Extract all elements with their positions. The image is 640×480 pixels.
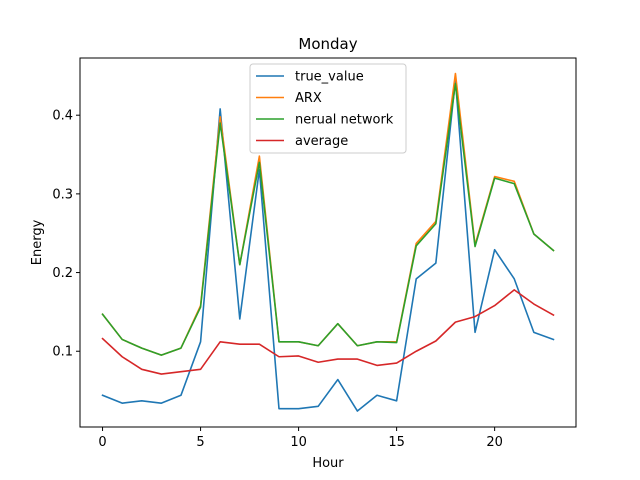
chart-title: Monday (298, 35, 357, 53)
y-tick-label: 0.4 (52, 109, 73, 124)
series-line-nerual-network (101, 82, 555, 356)
y-tick-label: 0.2 (52, 266, 73, 281)
legend-box (249, 63, 407, 154)
series-line-true-value (101, 78, 555, 412)
y-axis-label: Energy (30, 219, 45, 265)
y-axis: 0.1 0.2 0.3 0.4 (52, 109, 80, 360)
x-tick-label: 20 (486, 435, 503, 450)
y-tick-label: 0.3 (52, 187, 73, 202)
legend-label-true-value: true_value (295, 70, 364, 85)
legend: true_value ARX nerual network average (249, 63, 407, 154)
x-tick-label: 10 (290, 435, 307, 450)
series-line-average (101, 289, 555, 375)
plot-frame (79, 57, 577, 428)
legend-label-arx: ARX (295, 91, 322, 106)
x-tick-label: 15 (388, 435, 405, 450)
x-axis: 0 5 10 15 20 (98, 427, 503, 450)
series-layer (101, 72, 555, 412)
x-tick-label: 0 (98, 435, 106, 450)
legend-label-nerual-network: nerual network (295, 113, 394, 128)
y-tick-label: 0.1 (52, 345, 73, 360)
legend-label-average: average (295, 134, 348, 149)
x-axis-label: Hour (312, 456, 344, 471)
x-tick-label: 5 (196, 435, 204, 450)
